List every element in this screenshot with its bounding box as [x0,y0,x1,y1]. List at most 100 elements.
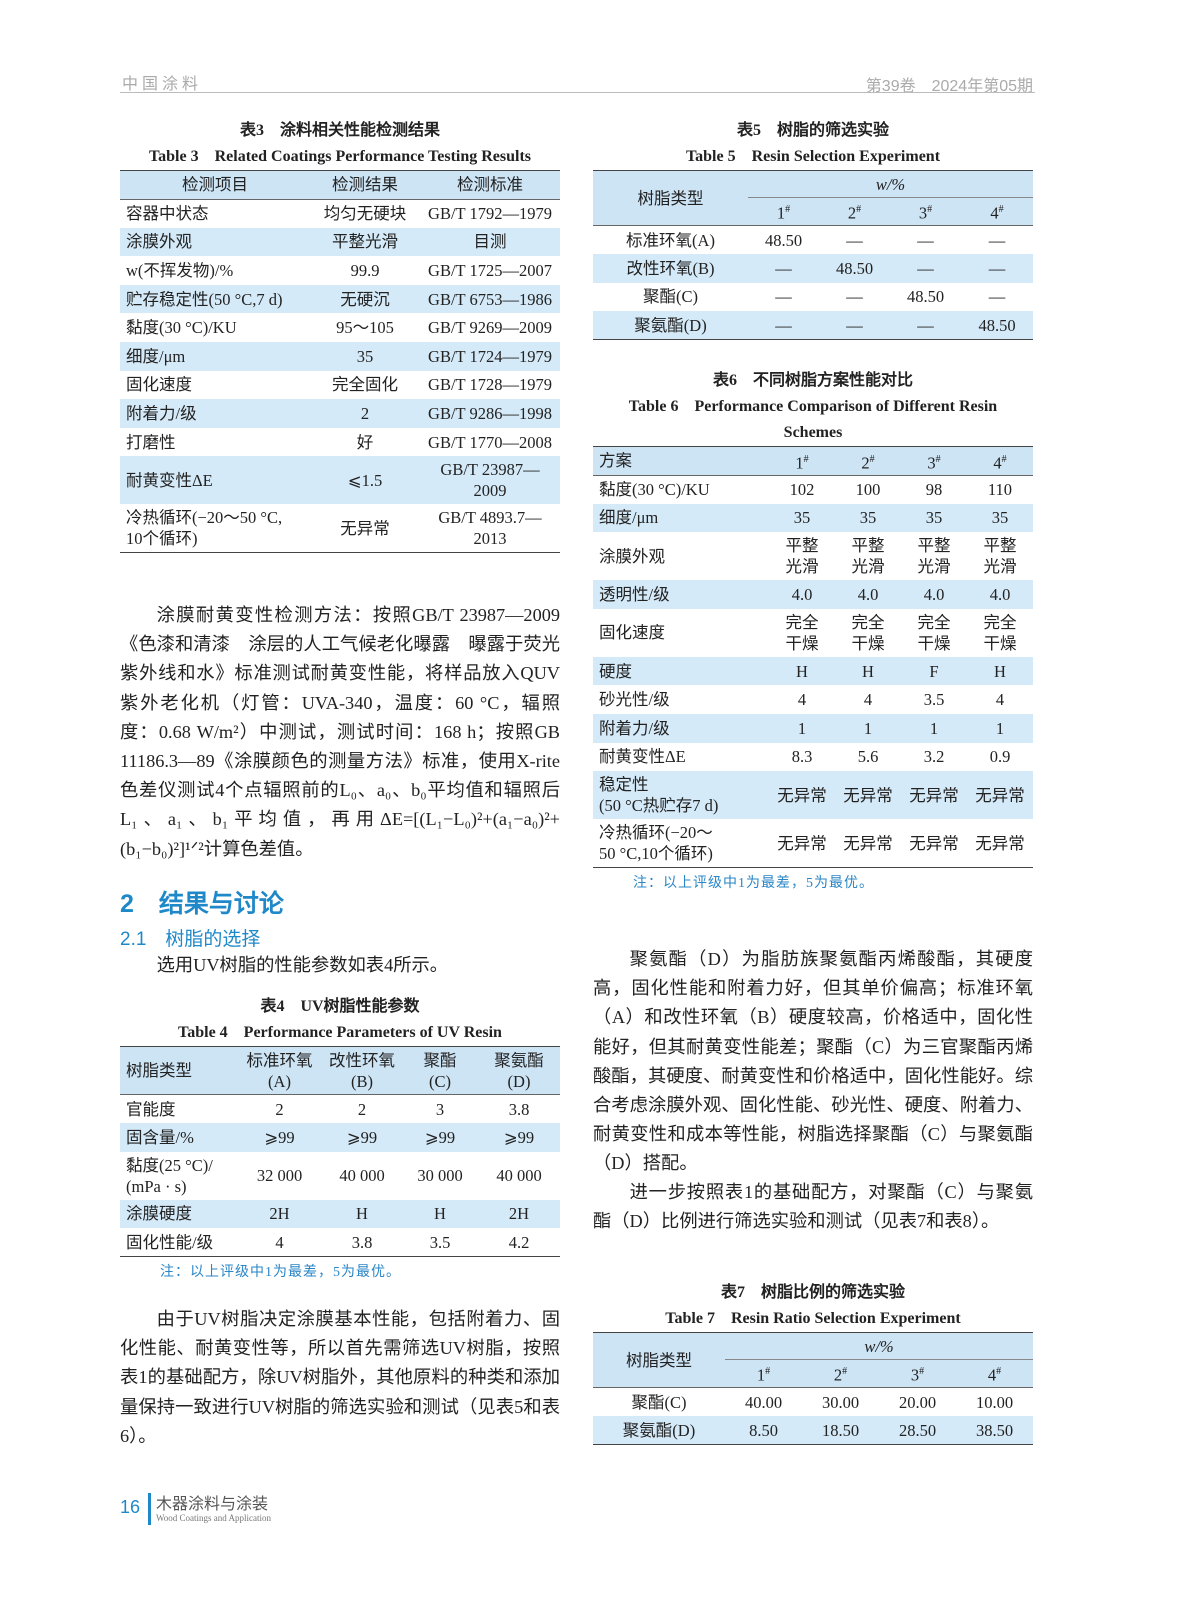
table4-cell: ⩾99 [237,1123,322,1152]
paragraph-yellowing-method: 涂膜耐黄变性检测方法：按照GB/T 23987—2009《色漆和清漆 涂层的人工… [120,605,560,859]
table3-cell: 35 [310,342,420,371]
table3-row: 涂膜外观 平整光滑 目测 [120,227,560,257]
table7-col-resin: 树脂类型 [626,1350,692,1370]
table6-row-label: 砂光性/级 [599,690,670,710]
table6-row: 透明性/级 4.0 4.0 4.0 4.0 [593,580,1033,609]
table6-header: 方案 1# 2# 3# 4# [593,446,1033,476]
table6-col: 方案 [599,451,632,471]
paragraph-resin-discussion: 聚氨酯（D）为脂肪族聚氨酯丙烯酸酯，其硬度高，固化性能和附着力好，但其单价偏高；… [593,949,1033,1174]
table5-cell: — [748,254,819,283]
table5-cell: — [819,311,890,340]
table3-row-label: 涂膜外观 [120,227,310,257]
table6-block: 表6 不同树脂方案性能对比 Table 6 Performance Compar… [593,368,1033,892]
table6-row: 黏度(30 °C)/KU 102 100 98 110 [593,475,1033,504]
table6-cell: 35 [769,503,835,533]
table4-cell: 3.8 [351,1232,373,1252]
table3-cell: 好 [356,432,374,452]
table6-col: 1# [795,453,809,473]
table4-cell: ⩾99 [322,1123,402,1152]
scheme-marker: # [935,453,941,465]
table3-row-label: 耐黄变性ΔE [120,456,310,505]
table3-row: 冷热循环(−20～50 °C, 10个循环) 无异常 GB/T 4893.7— 20… [120,504,560,552]
table4-row-label: 固化性能/级 [126,1232,214,1252]
table6-cell: 4.0 [967,580,1033,609]
table3-cell: 无异常 [340,518,390,538]
scheme-marker: # [998,204,1004,216]
table3-cell: 目测 [420,227,560,257]
table5-caption-cn: 表5 树脂的筛选实验 [736,122,889,139]
table7-cell: 40.00 [744,1392,783,1412]
table6-row: 冷热循环(−20～ 50 °C,10个循环) 无异常 无异常 无异常 无异常 [593,819,1033,867]
table3-row-label: 打磨性 [126,432,176,452]
table4-row: 官能度 2 2 3 3.8 [120,1095,560,1124]
table5-row: 聚酯(C) — — 48.50 — [593,283,1033,312]
table6-row-label: 附着力/级 [593,714,769,743]
table3-row: 贮存稳定性(50 °C,7 d) 无硬沉 GB/T 6753—1986 [120,284,560,314]
table7: 树脂类型 w/% 1# 2# 3# 4# 聚酯(C) 40.00 30.00 20.0… [593,1332,1034,1446]
table3-cell: ⩽1.5 [310,456,420,505]
table4-cell: 32 000 [256,1166,303,1186]
table3-col: 检测标准 [457,175,523,195]
table4-row: 涂膜硬度 2H H H 2H [120,1199,560,1229]
table6-cell: 1 [835,714,901,743]
table6-row: 涂膜外观 平整 光滑 平整 光滑 平整 光滑 平整 光滑 [593,532,1033,580]
table3-caption-en: Table 3 Related Coatings Performance Tes… [148,148,532,165]
table7-row-label: 聚酯(C) [631,1392,687,1412]
table6-cell: 3.2 [923,747,945,767]
table6-cell: 35 [901,503,967,533]
section-heading: 2 结果与讨论 [120,890,284,918]
table5-caption-en: Table 5 Resin Selection Experiment [685,148,941,165]
table3-block: 表3 涂料相关性能检测结果 Table 3 Related Coatings P… [120,118,560,553]
table4-header: 树脂类型 标准环氧 (A) 改性环氧 (B) 聚酯 (C) 聚氨酯 (D) [120,1046,560,1095]
table3-cell: GB/T 1728—1979 [428,375,552,395]
table5-row: 改性环氧(B) —48.50— — [593,254,1034,283]
table3-row-label: 细度/μm [120,342,310,371]
table6-cell: 完全 干燥 [785,612,819,653]
table3-cell: 99.9 [350,261,380,281]
table6-cell: 无异常 [909,833,959,853]
table5-row-label: 改性环氧(B) [593,254,748,283]
table3-cell: 均匀无硬块 [323,204,407,224]
table6-cell: 平整 光滑 [983,536,1017,577]
table6-cell: 完全 干燥 [851,612,885,653]
table6-caption-en: Table 6 Performance Comparison of Differ… [628,398,998,441]
table3-cell: GB/T 1724—1979 [420,342,560,371]
subsection-heading: 2.1 树脂的选择 [120,929,261,950]
table6-cell: H [835,656,901,686]
table7-scheme: 2# [833,1365,848,1385]
table6-cell: H [967,656,1033,686]
table5-scheme: 3# [918,203,933,223]
table4-col: 改性环氧 (B) [329,1050,395,1091]
scheme-marker: # [785,204,791,216]
table5-scheme: 4# [990,203,1004,223]
table3-row-label: 附着力/级 [120,399,310,428]
table5-row-label: 聚酯(C) [643,287,698,307]
table4-cell: ⩾99 [478,1123,560,1152]
table4-col: 聚氨酯 (D) [494,1050,544,1091]
table6-cell: 完全 干燥 [983,612,1017,653]
table6-col: 2# [861,453,875,473]
table7-cell: 18.50 [802,1416,879,1445]
table3-cell: GB/T 4893.7— 2013 [438,508,542,549]
table6-row-label: 涂膜外观 [599,546,665,566]
table5-scheme: 2# [847,203,862,223]
table3-row-label: 冷热循环(−20～50 °C, 10个循环) [126,508,283,549]
table3-cell: 完全固化 [332,375,398,395]
table6-cell: 8.3 [791,747,813,767]
table5-cell: — [846,230,863,250]
table3-cell: GB/T 1792—1979 [428,204,552,224]
table4-cell: ⩾99 [402,1123,478,1152]
table7-caption-cn: 表7 树脂比例的筛选实验 [720,1284,905,1301]
table6-row: 砂光性/级 4 4 3.5 4 [593,685,1033,714]
table6-row: 固化速度 完全 干燥 完全 干燥 完全 干燥 完全 干燥 [593,609,1033,657]
journal-name: 中国涂料 [122,76,203,93]
table6-row: 附着力/级 1 1 1 1 [593,714,1033,743]
paragraph-resin-screening: 由于UV树脂决定涂膜基本性能，包括附着力、固化性能、耐黄变性等，所以首先需筛选U… [120,1309,560,1446]
table5-row-label: 聚氨酯(D) [593,311,748,340]
table6-cell: 102 [789,480,815,500]
table6-cell: 平整 光滑 [851,536,885,577]
table4-cell: 2 [275,1099,284,1119]
table7-col-unit: w/% [725,1332,1034,1360]
table6-cell: 4.0 [835,580,901,609]
table5-cell: — [775,287,792,307]
